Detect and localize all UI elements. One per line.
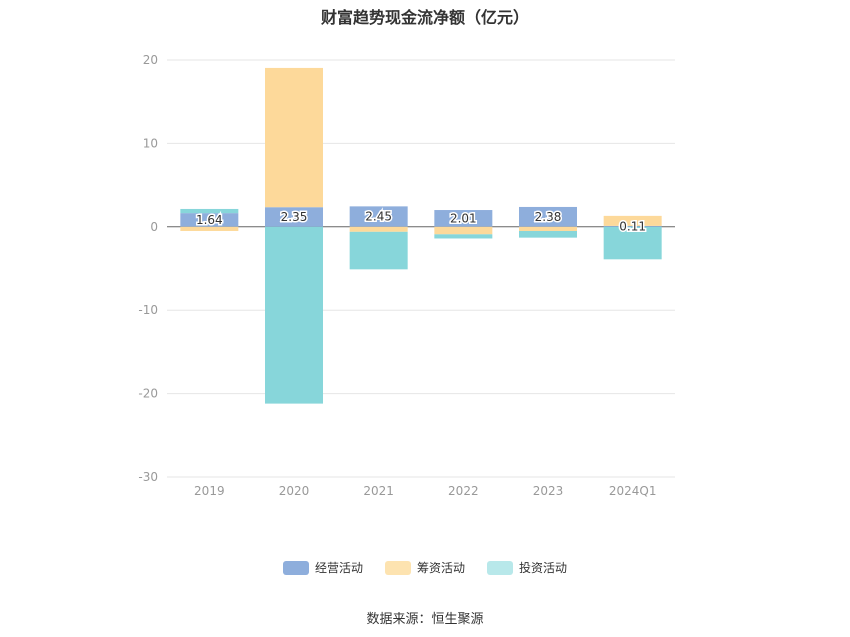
legend-item-investing[interactable]: 投资活动 [487, 559, 567, 576]
bar-financing [265, 67, 323, 208]
data-label: 2.45 [365, 210, 392, 224]
chart-title: 财富趋势现金流净额（亿元） [320, 8, 529, 27]
y-tick-label: -30 [138, 470, 158, 484]
x-tick-label: 2024Q1 [609, 484, 657, 498]
legend-label-operating: 经营活动 [314, 561, 363, 575]
legend: 经营活动 筹资活动 投资活动 [0, 559, 850, 576]
bar-operating [519, 206, 577, 227]
x-tick-label: 2023 [533, 484, 564, 498]
legend-label-investing: 投资活动 [519, 561, 568, 575]
bar-operating [265, 207, 323, 227]
data-label: 1.64 [196, 213, 223, 227]
bar-investing [519, 230, 577, 238]
data-label: 0.11 [619, 219, 646, 233]
bar-financing [519, 226, 577, 231]
y-tick-label: -20 [138, 387, 158, 401]
y-tick-label: -10 [138, 303, 158, 317]
bar-financing [349, 226, 408, 232]
bar-investing [349, 231, 408, 270]
bar-financing [603, 215, 662, 226]
data-label: 2.35 [281, 210, 308, 224]
bar-investing [603, 226, 662, 260]
y-tick-label: 0 [150, 220, 158, 234]
bar-investing [265, 226, 323, 404]
x-tick-label: 2021 [363, 484, 394, 498]
x-tick-label: 2019 [194, 484, 225, 498]
bar-operating [434, 210, 493, 227]
legend-swatch-operating [282, 560, 309, 575]
bar-investing [434, 234, 493, 239]
bar-financing [180, 226, 239, 231]
bar-operating [603, 225, 662, 227]
x-tick-label: 2022 [448, 484, 479, 498]
x-tick-label: 2020 [279, 484, 310, 498]
legend-swatch-financing [384, 560, 411, 575]
legend-label-financing: 筹资活动 [416, 561, 465, 575]
bar-investing [180, 208, 239, 214]
data-source: 数据来源：恒生聚源 [366, 612, 484, 627]
legend-item-operating[interactable]: 经营活动 [282, 559, 363, 576]
bar-operating [180, 213, 239, 227]
data-label: 2.38 [535, 210, 562, 224]
legend-swatch-investing [487, 560, 513, 575]
legend-item-financing[interactable]: 筹资活动 [384, 559, 465, 576]
y-tick-label: 10 [143, 136, 158, 150]
data-label: 2.01 [450, 211, 477, 225]
y-tick-label: 20 [143, 53, 158, 67]
bar-operating [349, 206, 408, 227]
bar-financing [434, 226, 493, 235]
